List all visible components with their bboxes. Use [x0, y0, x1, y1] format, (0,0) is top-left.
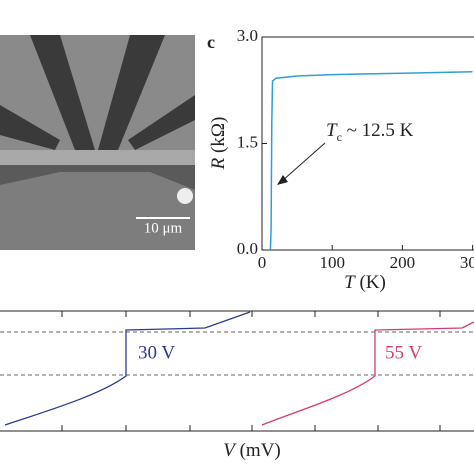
curve-label: 30 V	[138, 342, 175, 363]
panel-label: c	[207, 32, 215, 52]
x-axis-label-unit: (mV)	[235, 440, 281, 461]
annotation-var: T	[326, 120, 338, 141]
y-tick-label: 3.0	[237, 26, 258, 45]
arrow-head	[277, 175, 288, 185]
x-axis-label-var: V	[223, 440, 237, 461]
x-tick-label: 200	[390, 253, 416, 272]
y-axis-label-unit: (kΩ)	[208, 117, 229, 158]
x-axis-label: T (K)	[344, 272, 386, 293]
rt-chart: 0.0 1.5 3.0 0 100 200 300 T (K) R (kΩ) Tc ~ 12.5 …	[208, 26, 474, 293]
sem-image: 10 μm	[0, 35, 195, 250]
curve-label: 55 V	[385, 342, 422, 363]
plot-frame	[261, 36, 474, 251]
annotation: Tc ~ 12.5 K	[326, 120, 414, 143]
y-axis-label: R (kΩ)	[208, 117, 229, 171]
x-tick-label: 0	[258, 253, 267, 272]
iv-panel: 30 V 55 V V (mV)	[0, 310, 474, 461]
rt-curve	[269, 71, 473, 251]
x-axis-label-unit: (K)	[355, 272, 386, 293]
annotation-sub: c	[337, 130, 342, 144]
x-axis-label: V (mV)	[223, 440, 281, 461]
annotation-arrow	[281, 142, 326, 182]
x-tick-label: 300	[460, 253, 474, 272]
annotation-rest: ~ 12.5 K	[342, 120, 414, 141]
y-tick-label: 1.5	[237, 132, 258, 151]
y-axis-label-var: R	[208, 157, 229, 170]
scale-bar-label: 10 μm	[144, 220, 183, 236]
x-tick-label: 100	[319, 253, 345, 272]
x-axis-label-var: T	[344, 272, 356, 293]
y-tick-label: 0.0	[237, 239, 258, 258]
